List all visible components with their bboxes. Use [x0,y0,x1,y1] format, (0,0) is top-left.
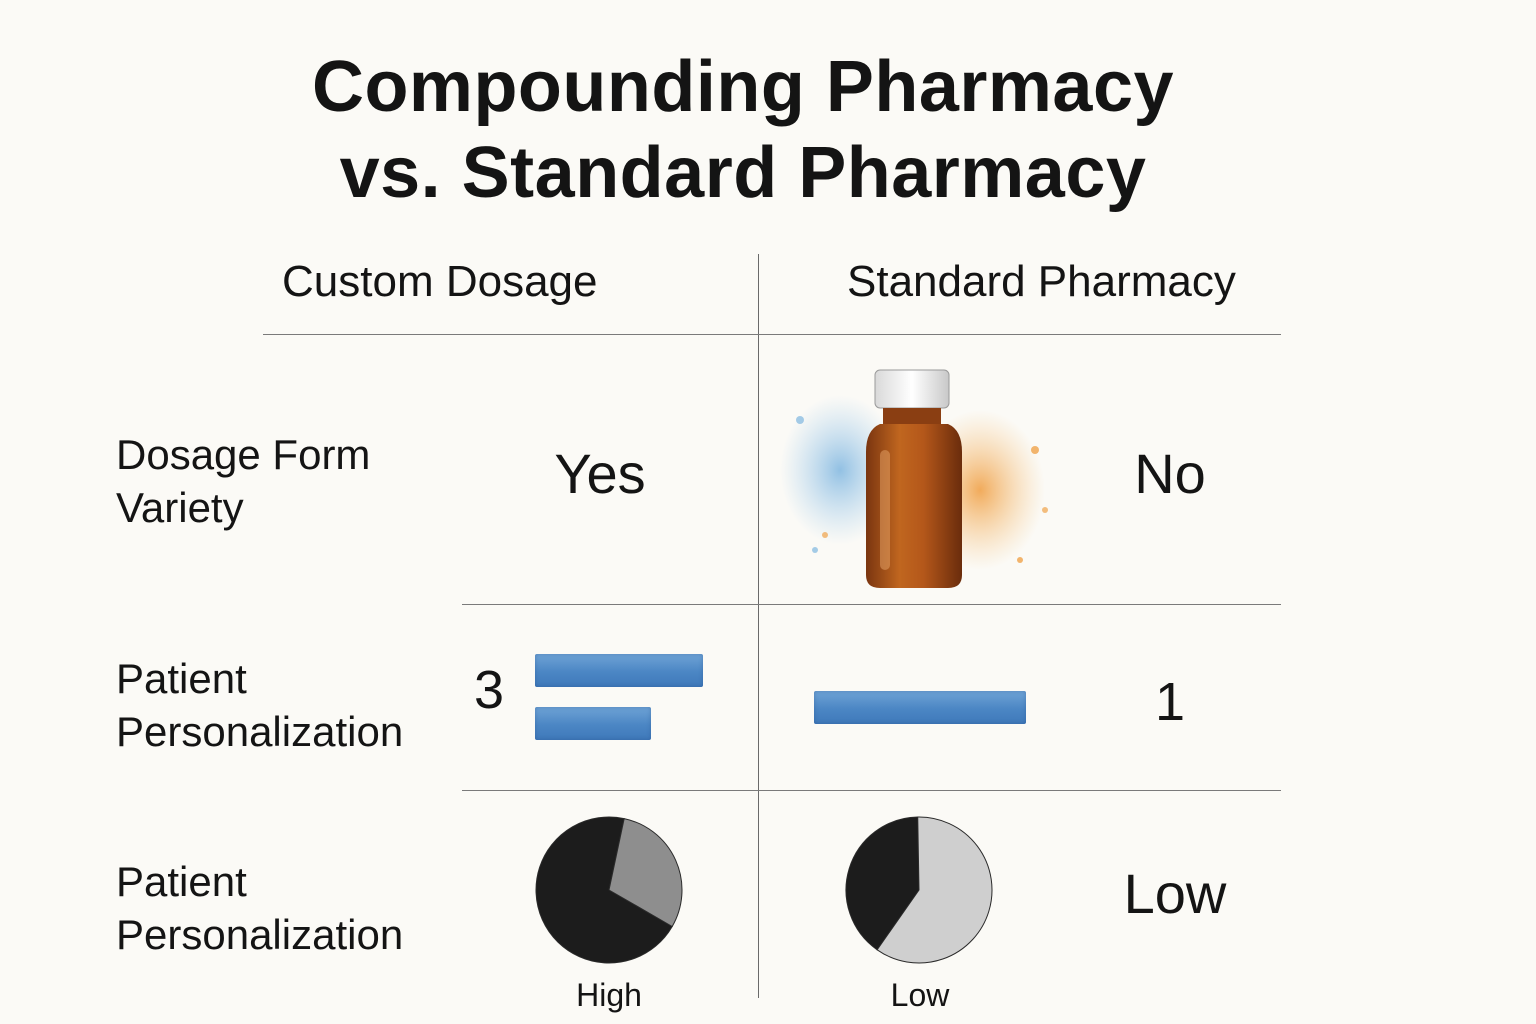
row-divider-2 [462,790,1281,791]
standard-pharmacy-pie-chart [845,816,993,964]
column-header-custom-dosage: Custom Dosage [282,257,598,306]
page-title: Compounding Pharmacy vs. Standard Pharma… [0,44,1486,216]
pie-slice-dark [845,816,920,951]
standard-pharmacy-variety-value: No [1134,442,1206,505]
custom-dosage-variety-value: Yes [554,442,646,505]
row-label-dosage-form-variety: Dosage Form Variety [116,428,370,534]
row-label-patient-personalization: Patient Personalization [116,652,403,758]
standard-pharmacy-bar [814,691,1026,724]
row-label-line: Variety [116,484,244,531]
row-label-line: Dosage Form [116,431,371,478]
custom-dosage-personalization-score: 3 [474,660,505,720]
column-header-standard-pharmacy: Standard Pharmacy [847,257,1236,306]
custom-dosage-bar-1 [535,654,703,687]
row-label-line: Personalization [116,911,404,958]
pie-slice-dark [535,816,673,964]
standard-pharmacy-pie-caption: Low [890,977,950,1013]
row-label-line: Personalization [116,708,404,755]
standard-pharmacy-personalization-level: Low [1123,862,1227,925]
row-label-line: Patient [116,655,247,702]
pie-slice-light [608,818,683,928]
custom-dosage-bar-2 [535,707,651,740]
row-label-line: Patient [116,858,247,905]
medicine-bottle-icon [780,369,1048,588]
custom-dosage-pie-caption: High [576,977,642,1013]
title-line-1: Compounding Pharmacy [311,47,1175,127]
row-label-patient-personalization-2: Patient Personalization [116,855,403,961]
row-divider-1 [462,604,1281,605]
center-divider [758,254,759,998]
header-divider [263,334,1281,335]
title-line-2: vs. Standard Pharmacy [339,133,1147,213]
pie-slice-light [876,816,993,964]
custom-dosage-pie-chart [535,816,683,964]
standard-pharmacy-personalization-score: 1 [1155,672,1186,732]
